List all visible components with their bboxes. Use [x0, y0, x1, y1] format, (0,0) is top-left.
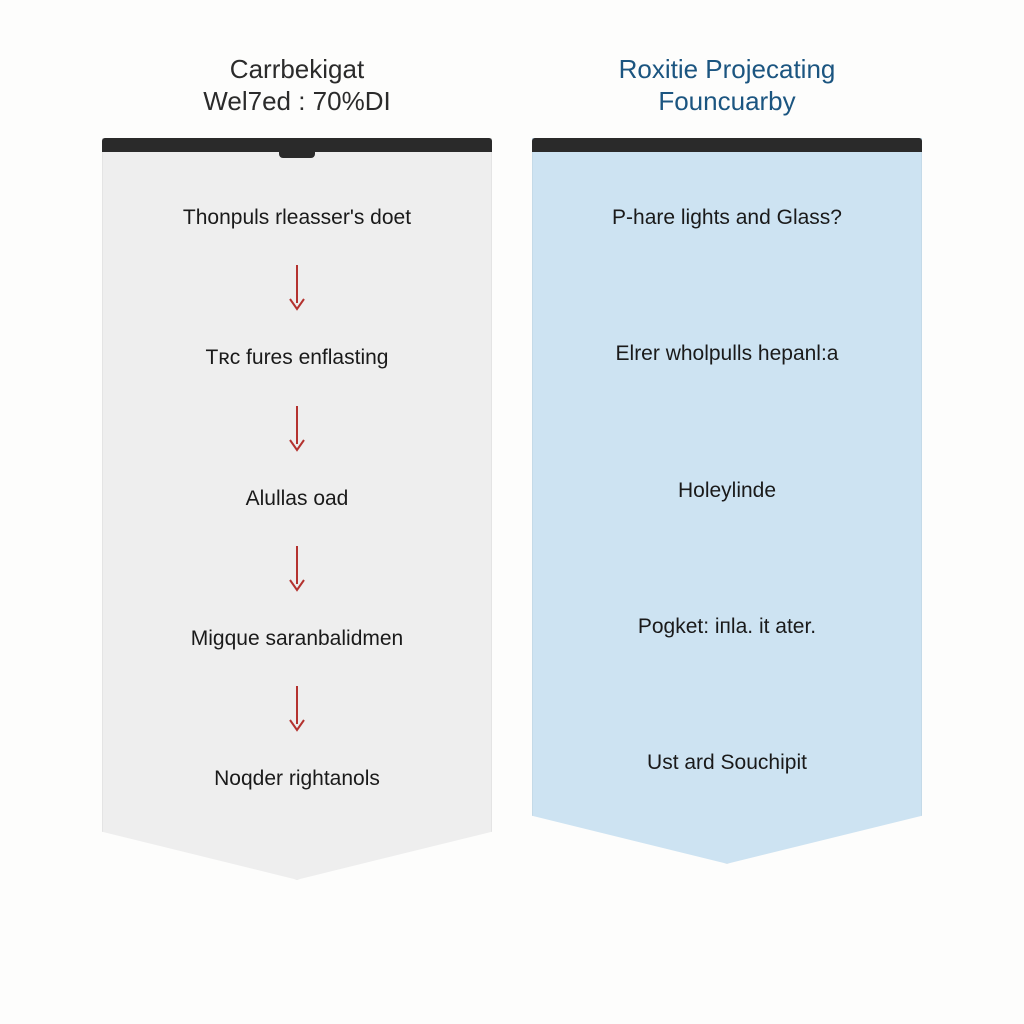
right-header: Roxitie Projecating Founcuarby — [619, 50, 836, 120]
right-panel: P-hare lights and Glass? Elrer wholpulls … — [532, 138, 922, 864]
right-item: Ust ard Souchipit — [647, 743, 807, 783]
left-item: Thonpuls rleasser's doet — [183, 198, 411, 238]
left-item: Alullas oad — [246, 479, 349, 519]
left-header-line2: Wel7ed : 70%DI — [203, 85, 390, 118]
left-item: Migque saranbalidmen — [191, 619, 403, 659]
left-item: Tʀc fures enflasting — [206, 338, 389, 378]
right-header-line2: Founcuarby — [619, 85, 836, 118]
left-header-line1: Carrbekigat — [203, 53, 390, 86]
down-arrow-icon — [288, 404, 306, 454]
right-item: Elrer wholpulls hepanl:a — [616, 334, 839, 374]
left-column: Carrbekigat Wel7ed : 70%DI Thonpuls rlea… — [102, 50, 492, 880]
left-topbar — [102, 138, 492, 152]
down-arrow-icon — [288, 684, 306, 734]
down-arrow-icon — [288, 263, 306, 313]
left-header: Carrbekigat Wel7ed : 70%DI — [203, 50, 390, 120]
right-topbar — [532, 138, 922, 152]
right-panel-body: P-hare lights and Glass? Elrer wholpulls … — [560, 198, 894, 784]
right-item: Holeylinde — [678, 471, 776, 511]
right-item: Pogket: iпla. it ater. — [638, 607, 816, 647]
left-topbar-notch — [279, 150, 315, 158]
right-column: Roxitie Projecating Founcuarby P-hare li… — [532, 50, 922, 864]
right-item: P-hare lights and Glass? — [612, 198, 842, 238]
left-panel-body: Thonpuls rleasser's doet Tʀc fures enfla… — [130, 198, 464, 800]
left-item: Noqder rightanols — [214, 759, 380, 799]
down-arrow-icon — [288, 544, 306, 594]
right-header-line1: Roxitie Projecating — [619, 53, 836, 86]
left-panel: Thonpuls rleasser's doet Tʀc fures enfla… — [102, 138, 492, 880]
